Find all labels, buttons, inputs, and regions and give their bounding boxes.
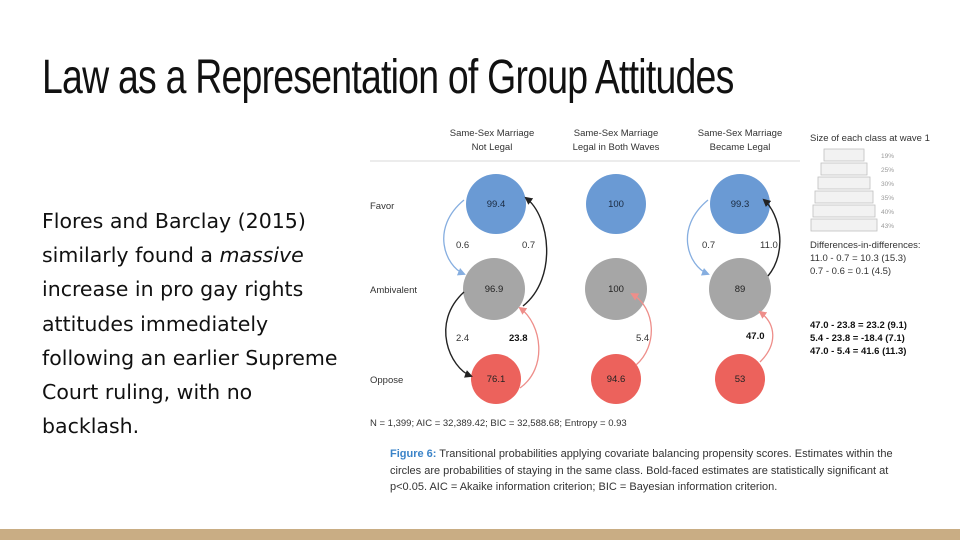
column-header-1-line1: Same-Sex Marriage	[450, 128, 534, 139]
circle-both-legal-ambivalent	[585, 258, 647, 320]
size-legend-level-43: 43%	[881, 223, 894, 230]
size-legend-level-19: 19%	[881, 153, 894, 160]
transition-not-legal-oppose-to-ambivalent: 23.8	[509, 333, 528, 344]
caption-text: Transitional probabilities applying cova…	[390, 448, 893, 493]
value-both-legal-oppose: 94.6	[607, 374, 626, 385]
size-legend-slab-30	[817, 176, 871, 190]
arrow-not-legal-ambivalent-to-oppose	[445, 291, 473, 378]
size-legend-level-40: 40%	[881, 209, 894, 216]
size-legend-title: Size of each class at wave 1	[810, 133, 930, 144]
value-became-legal-oppose: 53	[735, 374, 746, 385]
column-header-3-line1: Same-Sex Marriage	[698, 128, 782, 139]
transition-figure: Same-Sex Marriage Not Legal Same-Sex Mar…	[370, 128, 930, 429]
body-text-end: increase in pro gay rights attitudes imm…	[42, 277, 338, 439]
row-label-oppose: Oppose	[370, 375, 403, 386]
value-not-legal-oppose: 76.1	[487, 374, 506, 385]
size-legend-slab-25	[820, 162, 868, 176]
value-became-legal-ambivalent: 89	[735, 284, 746, 295]
transition-not-legal-favor-to-ambivalent: 0.6	[456, 240, 469, 251]
arrow-became-legal-favor-to-ambivalent	[686, 199, 710, 276]
transition-not-legal-ambivalent-to-favor: 0.7	[522, 240, 535, 251]
value-not-legal-favor: 99.4	[487, 199, 506, 210]
circle-not-legal-oppose	[471, 354, 521, 404]
footer-bar	[0, 529, 960, 540]
did-bold-3: 47.0 - 5.4 = 41.6 (11.3)	[810, 346, 906, 357]
did-bold-2: 5.4 - 23.8 = -18.4 (7.1)	[810, 333, 905, 344]
did-bold-1: 47.0 - 23.8 = 23.2 (9.1)	[810, 320, 907, 331]
circle-not-legal-favor	[466, 174, 526, 234]
arrow-both-legal-oppose-to-ambivalent	[630, 292, 652, 366]
transition-became-legal-oppose-to-ambivalent: 47.0	[746, 331, 765, 342]
value-not-legal-ambivalent: 96.9	[485, 284, 504, 295]
size-legend-slab-40	[812, 204, 876, 218]
stats-note: N = 1,399; AIC = 32,389.42; BIC = 32,588…	[370, 418, 627, 429]
circle-became-legal-ambivalent	[709, 258, 771, 320]
size-legend-level-35: 35%	[881, 195, 894, 202]
circle-both-legal-oppose	[591, 354, 641, 404]
row-label-favor: Favor	[370, 201, 394, 212]
slide-title: Law as a Representation of Group Attitud…	[42, 51, 734, 104]
arrow-became-legal-oppose-to-ambivalent	[758, 310, 774, 363]
column-header-2-line1: Same-Sex Marriage	[574, 128, 658, 139]
column-header-2-line2: Legal in Both Waves	[573, 142, 660, 153]
transition-became-legal-ambivalent-to-favor: 11.0	[760, 240, 778, 251]
value-both-legal-favor: 100	[608, 199, 624, 210]
size-legend-slab-43	[810, 218, 878, 232]
did-plain-1: 11.0 - 0.7 = 10.3 (15.3)	[810, 253, 906, 264]
column-header-3-line2: Became Legal	[710, 142, 771, 153]
transition-not-legal-ambivalent-to-oppose: 2.4	[456, 333, 469, 344]
size-legend-level-30: 30%	[881, 181, 894, 188]
transition-both-legal-oppose-to-ambivalent: 5.4	[636, 333, 649, 344]
circle-became-legal-oppose	[715, 354, 765, 404]
arrow-not-legal-oppose-to-ambivalent	[518, 306, 540, 389]
value-became-legal-favor: 99.3	[731, 199, 750, 210]
arrow-not-legal-favor-to-ambivalent	[443, 199, 466, 276]
body-text-start: Flores and Barclay (2015) similarly foun…	[42, 209, 306, 268]
size-legend-slab-19	[823, 148, 865, 162]
column-header-1-line2: Not Legal	[472, 142, 513, 153]
arrow-not-legal-ambivalent-to-favor	[522, 196, 548, 307]
circle-not-legal-ambivalent	[463, 258, 525, 320]
arrow-became-legal-ambivalent-to-favor	[762, 198, 781, 277]
slide-body: Flores and Barclay (2015) similarly foun…	[42, 204, 342, 443]
transition-became-legal-favor-to-ambivalent: 0.7	[702, 240, 715, 251]
size-legend-level-25: 25%	[881, 167, 894, 174]
caption-label: Figure 6:	[390, 448, 437, 460]
size-legend-slab-35	[814, 190, 874, 204]
size-legend-stack	[810, 148, 878, 232]
circle-both-legal-favor	[586, 174, 646, 234]
value-both-legal-ambivalent: 100	[608, 284, 624, 295]
did-title: Differences-in-differences:	[810, 240, 921, 251]
did-plain-2: 0.7 - 0.6 = 0.1 (4.5)	[810, 266, 891, 277]
row-label-ambivalent: Ambivalent	[370, 285, 417, 296]
figure-caption: Figure 6: Transitional probabilities app…	[390, 446, 910, 496]
body-emphasis: massive	[219, 243, 304, 268]
circle-became-legal-favor	[710, 174, 770, 234]
